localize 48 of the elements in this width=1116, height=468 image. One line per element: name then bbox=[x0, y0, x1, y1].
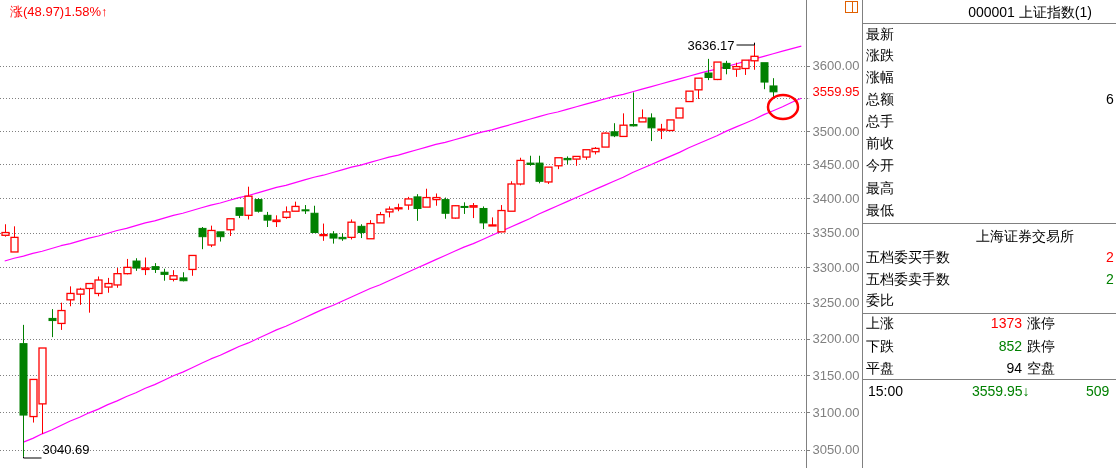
candlestick bbox=[254, 199, 263, 212]
text: 509 bbox=[1086, 383, 1110, 399]
text: 最低 bbox=[866, 202, 894, 218]
text: 3559.95 bbox=[812, 84, 860, 100]
y-tick-label: 3350.00 bbox=[812, 225, 860, 241]
annotation: 3636.17 bbox=[687, 37, 735, 53]
y-tick-label: 3600.00 bbox=[812, 58, 860, 74]
text: 委比 bbox=[866, 292, 894, 308]
text: 前收 bbox=[866, 135, 894, 151]
y-tick-label: 3050.00 bbox=[812, 442, 860, 458]
y-tick-label: 3100.00 bbox=[812, 404, 860, 420]
text: 15:00 bbox=[868, 383, 904, 399]
chart-title: 涨(48.97)1.58%↑ bbox=[10, 4, 108, 19]
text: 3559.95↓ bbox=[972, 383, 1030, 399]
y-tick-label: 3200.00 bbox=[812, 331, 860, 347]
text: 涨幅 bbox=[866, 69, 894, 85]
text: 最高 bbox=[866, 180, 894, 196]
annotation: 3040.69 bbox=[42, 442, 90, 457]
y-tick-label: 3250.00 bbox=[812, 295, 860, 311]
text: 今开 bbox=[866, 157, 894, 173]
text: 平盘 bbox=[866, 360, 894, 376]
text: 1373 bbox=[990, 315, 1023, 331]
y-tick-label: 3400.00 bbox=[812, 190, 860, 206]
text: 000001 上证指数(1) bbox=[968, 4, 1092, 20]
text: 五档委买手数 bbox=[866, 249, 950, 265]
text: 涨跌 bbox=[866, 47, 894, 63]
text: 五档委卖手数 bbox=[866, 271, 950, 287]
text: 852 bbox=[998, 338, 1023, 354]
candlestick bbox=[19, 324, 28, 458]
candlestick bbox=[48, 308, 57, 338]
text: 94 bbox=[1006, 360, 1023, 376]
text: 下跌 bbox=[866, 338, 894, 354]
text: 上涨 bbox=[866, 315, 894, 331]
candlestick bbox=[198, 227, 207, 250]
text: 2 bbox=[1106, 249, 1114, 265]
y-tick-label: 3150.00 bbox=[812, 367, 860, 383]
y-tick-label: 3500.00 bbox=[812, 123, 860, 139]
y-tick-label: 3300.00 bbox=[812, 259, 860, 275]
text: 跌停 bbox=[1027, 338, 1055, 354]
text: 2 bbox=[1106, 271, 1114, 287]
text: 上海证券交易所 bbox=[976, 228, 1074, 244]
y-tick-label: 3450.00 bbox=[812, 156, 860, 172]
text: 总手 bbox=[865, 113, 894, 129]
text: 6 bbox=[1106, 91, 1114, 107]
text: 最新 bbox=[866, 26, 894, 42]
text: 总额 bbox=[865, 91, 894, 107]
text: 涨停 bbox=[1027, 315, 1055, 331]
text: 空盘 bbox=[1027, 360, 1055, 376]
